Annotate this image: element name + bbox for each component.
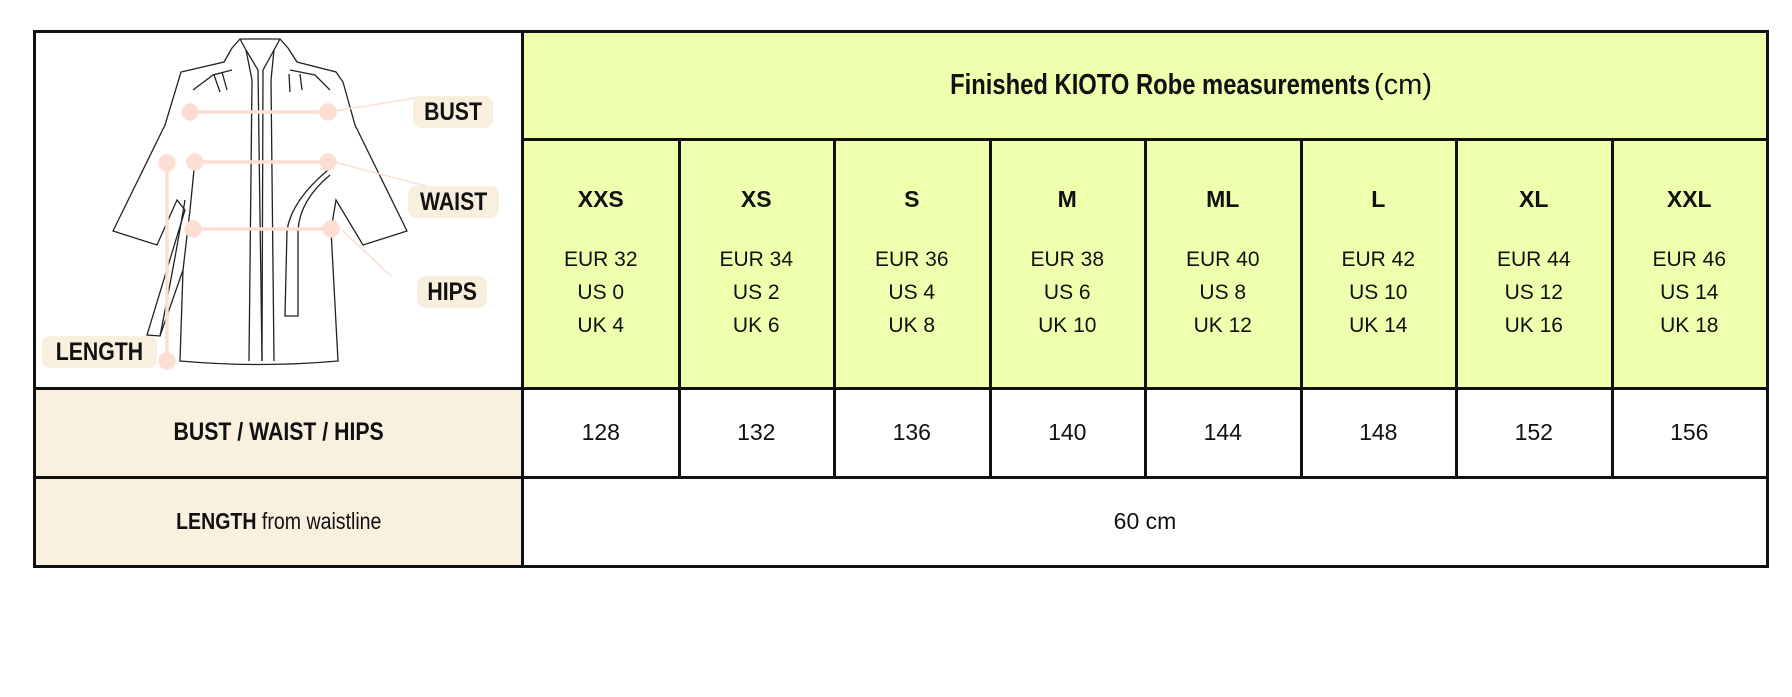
size-code: M <box>1057 185 1077 212</box>
border-top <box>33 30 1769 33</box>
size-code: L <box>1371 185 1386 212</box>
size-header-l: L EUR 42 US 10 UK 14 <box>1301 139 1457 388</box>
bust-waist-hips-value: 136 <box>892 419 931 445</box>
size-code: XXS <box>577 185 624 212</box>
bust-waist-hips-value: 132 <box>737 419 776 445</box>
bust-waist-hips-value: 148 <box>1359 419 1398 445</box>
size-header-xs: XS EUR 34 US 2 UK 6 <box>679 139 835 388</box>
size-us: US 2 <box>732 280 780 304</box>
length-value: 60 cm <box>1113 508 1177 534</box>
bust-waist-hips-value: 152 <box>1514 419 1553 445</box>
length-row-label: LENGTH from waistline <box>175 508 382 534</box>
bwh-row-divider <box>33 476 1769 479</box>
size-uk: UK 6 <box>732 313 780 337</box>
size-uk: UK 14 <box>1349 313 1408 337</box>
bust-waist-hips-value: 144 <box>1203 419 1242 445</box>
bust-label: BUST <box>413 96 494 128</box>
hips-label: HIPS <box>417 276 488 308</box>
waist-label: WAIST <box>408 186 500 218</box>
size-code: XL <box>1519 185 1549 212</box>
table-title: Finished KIOTO Robe measurements (cm) <box>950 68 1432 101</box>
size-eur: EUR 42 <box>1341 247 1416 271</box>
size-us: US 12 <box>1504 280 1563 304</box>
size-header-m: M EUR 38 US 6 UK 10 <box>990 139 1146 388</box>
robe-illustration <box>112 38 427 370</box>
column-divider <box>1610 139 1614 478</box>
label-column-divider <box>521 30 524 568</box>
size-us: US 14 <box>1660 280 1719 304</box>
size-eur: EUR 46 <box>1652 247 1727 271</box>
size-us: US 0 <box>577 280 625 304</box>
size-uk: UK 16 <box>1504 313 1563 337</box>
size-us: US 4 <box>888 280 936 304</box>
size-eur: EUR 40 <box>1185 247 1260 271</box>
size-eur: EUR 38 <box>1030 247 1105 271</box>
size-uk: UK 18 <box>1660 313 1719 337</box>
border-left <box>33 30 36 568</box>
size-code: S <box>904 185 920 212</box>
length-label: LENGTH <box>42 336 157 368</box>
border-bottom <box>33 565 1769 568</box>
size-code: XXL <box>1666 185 1712 212</box>
size-header-xl: XL EUR 44 US 12 UK 16 <box>1456 139 1612 388</box>
size-us: US 8 <box>1199 280 1247 304</box>
bust-waist-hips-row-label: BUST / WAIST / HIPS <box>173 418 384 446</box>
column-divider <box>1144 139 1147 478</box>
column-divider <box>988 139 992 478</box>
column-divider <box>1299 139 1303 478</box>
column-divider <box>833 139 836 478</box>
size-us: US 10 <box>1349 280 1408 304</box>
size-header-ml: ML EUR 40 US 8 UK 12 <box>1145 139 1301 388</box>
column-divider <box>677 139 681 478</box>
column-divider <box>1455 139 1458 478</box>
bust-waist-hips-value: 156 <box>1670 419 1709 445</box>
bust-waist-hips-value: 140 <box>1048 419 1087 445</box>
size-eur: EUR 44 <box>1496 247 1571 271</box>
size-eur: EUR 32 <box>563 247 638 271</box>
size-header-s: S EUR 36 US 4 UK 8 <box>834 139 990 388</box>
size-us: US 6 <box>1043 280 1091 304</box>
size-uk: UK 4 <box>577 313 625 337</box>
size-row-divider <box>33 387 1769 390</box>
size-eur: EUR 34 <box>719 247 794 271</box>
size-uk: UK 10 <box>1038 313 1097 337</box>
size-header-xxs: XXS EUR 32 US 0 UK 4 <box>523 139 679 388</box>
size-header-xxl: XXL EUR 46 US 14 UK 18 <box>1612 139 1768 388</box>
size-code: XS <box>740 185 772 212</box>
bust-waist-hips-value: 128 <box>581 419 620 445</box>
size-code: ML <box>1206 185 1240 212</box>
size-eur: EUR 36 <box>874 247 949 271</box>
size-uk: UK 8 <box>888 313 936 337</box>
size-uk: UK 12 <box>1193 313 1252 337</box>
border-right <box>1766 30 1769 568</box>
